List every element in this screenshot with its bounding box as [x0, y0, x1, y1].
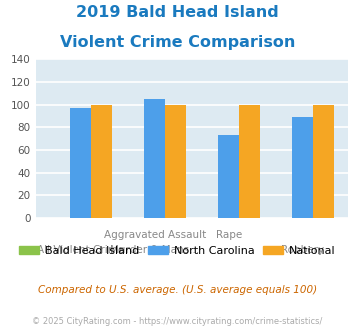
Text: 2019 Bald Head Island: 2019 Bald Head Island	[76, 5, 279, 20]
Bar	[144, 99, 165, 218]
Bar	[165, 105, 186, 218]
Text: © 2025 CityRating.com - https://www.cityrating.com/crime-statistics/: © 2025 CityRating.com - https://www.city…	[32, 317, 323, 326]
Bar	[70, 108, 91, 218]
Bar	[218, 135, 239, 218]
Text: Violent Crime Comparison: Violent Crime Comparison	[60, 35, 295, 50]
Text: All Violent Crime: All Violent Crime	[37, 245, 124, 255]
Bar	[239, 105, 260, 218]
Legend: Bald Head Island, North Carolina, National: Bald Head Island, North Carolina, Nation…	[15, 241, 340, 260]
Bar	[292, 117, 313, 218]
Text: Rape: Rape	[215, 230, 242, 241]
Text: Robbery: Robbery	[281, 245, 324, 255]
Text: Aggravated Assault: Aggravated Assault	[104, 230, 206, 241]
Text: Murder & Mans...: Murder & Mans...	[110, 245, 200, 255]
Bar	[313, 105, 334, 218]
Bar	[91, 105, 112, 218]
Text: Compared to U.S. average. (U.S. average equals 100): Compared to U.S. average. (U.S. average …	[38, 285, 317, 295]
